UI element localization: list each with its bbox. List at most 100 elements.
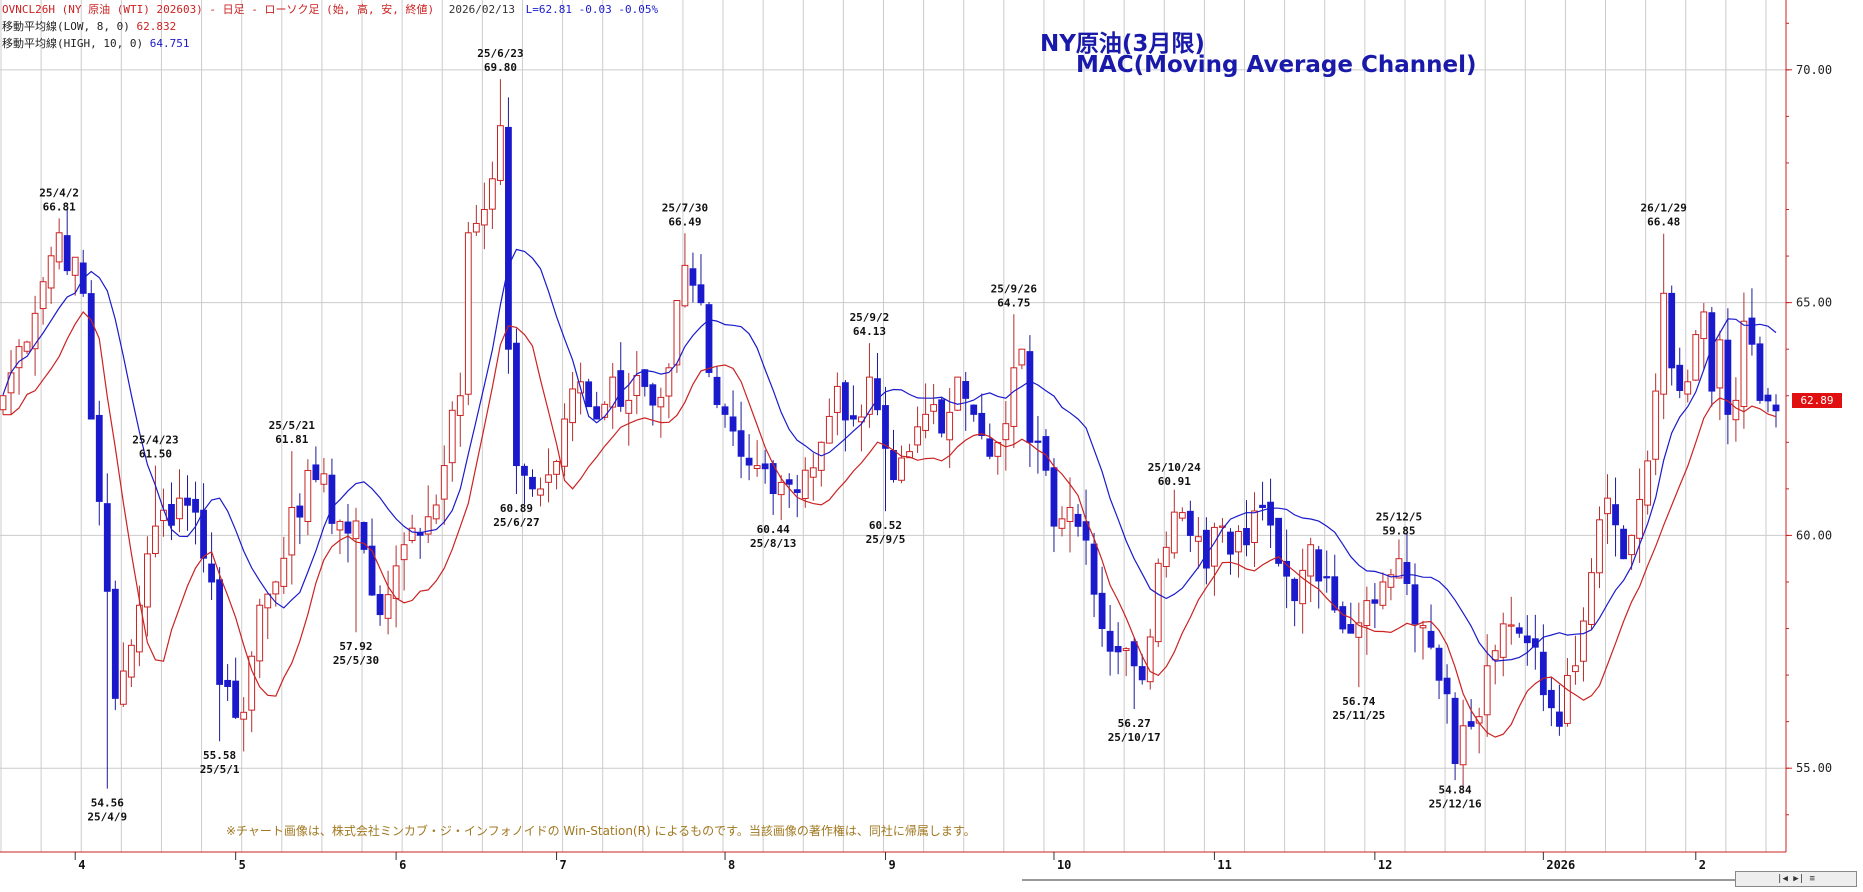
- candle-body-up: [1596, 519, 1603, 574]
- candle-body-down: [360, 522, 368, 550]
- candle-body-up: [432, 504, 440, 520]
- legend-ma-low-value: 62.832: [136, 20, 177, 33]
- candle-body-up: [1018, 348, 1026, 366]
- candle-body-up: [1395, 558, 1403, 579]
- candle-body-up: [288, 506, 296, 556]
- candle-body-up: [135, 604, 143, 653]
- annotation-price: 69.80: [484, 61, 517, 74]
- candle-body-up: [119, 670, 127, 705]
- candle-body-down: [962, 381, 970, 399]
- header-symbol-text: OVNCL26H (NY 原油 (WTI) 202603) - 日足 - ローソ…: [2, 3, 435, 16]
- candle-body-up: [914, 426, 921, 446]
- candle-body-down: [1034, 440, 1042, 443]
- candle-body-down: [1555, 711, 1563, 727]
- candle-body-down: [1708, 312, 1716, 392]
- candle-body-down: [737, 430, 745, 457]
- candle-body-down: [1347, 624, 1355, 634]
- candle-body-up: [1491, 650, 1499, 661]
- candle-body-down: [1371, 599, 1379, 604]
- x-tick-label: 10: [1057, 858, 1071, 872]
- candle-body-up: [448, 409, 456, 464]
- candle-body-down: [1227, 531, 1234, 555]
- candle-body-up: [176, 497, 183, 520]
- x-tick-label: 6: [399, 858, 406, 872]
- candle-body-down: [1411, 584, 1419, 625]
- candle-body-up: [1194, 536, 1202, 542]
- candle-body-up: [280, 557, 288, 587]
- candle-body-down: [1515, 627, 1523, 634]
- candle-body-up: [144, 553, 151, 608]
- candle-body-down: [649, 384, 657, 406]
- annotation-price: 66.48: [1647, 216, 1680, 229]
- candle-body-down: [938, 399, 946, 434]
- candle-body-up: [55, 232, 63, 263]
- candle-body-up: [408, 527, 416, 541]
- candle-body-down: [296, 505, 304, 518]
- legend-ma-high: 移動平均線(HIGH, 10, 0) 64.751: [2, 37, 189, 50]
- annotation-date: 25/6/27: [493, 516, 539, 529]
- chart-scrollbar[interactable]: [1022, 879, 1758, 881]
- annotation-date: 25/10/24: [1148, 461, 1201, 474]
- candle-body-down: [1315, 549, 1323, 582]
- annotation-price: 54.56: [91, 797, 124, 810]
- candle-body-up: [384, 594, 392, 619]
- annotation-price: 60.91: [1158, 475, 1191, 488]
- candle-body-down: [761, 463, 769, 470]
- candle-body-up: [625, 399, 633, 414]
- candle-body-down: [849, 415, 857, 420]
- candle-body-up: [898, 457, 905, 481]
- candle-body-up: [930, 404, 938, 412]
- candle-body-down: [1243, 528, 1250, 546]
- candle-body-up: [1146, 636, 1154, 683]
- x-tick-label: 5: [239, 858, 246, 872]
- annotation-date: 26/1/29: [1641, 202, 1687, 215]
- candle-body-up: [15, 346, 23, 369]
- annotation-price: 54.84: [1439, 784, 1472, 797]
- candle-body-down: [1620, 528, 1627, 560]
- candle-body-up: [825, 415, 833, 444]
- candle-body-down: [793, 489, 801, 493]
- candle-body-down: [344, 521, 352, 534]
- candle-body-up: [1507, 624, 1515, 627]
- candle-body-up: [23, 341, 31, 352]
- candle-body-up: [272, 581, 280, 595]
- candle-body-up: [256, 604, 264, 662]
- y-tick-label: 60.00: [1796, 528, 1832, 542]
- candle-body-down: [785, 479, 793, 485]
- candle-body-up: [497, 125, 504, 181]
- scroll-controls[interactable]: |◀ ▶| ≡: [1735, 871, 1857, 887]
- candle-body-down: [745, 457, 753, 466]
- candle-body-up: [1700, 311, 1708, 340]
- candle-body-down: [1531, 638, 1539, 648]
- candle-body-up: [1716, 339, 1724, 389]
- candle-body-down: [216, 579, 224, 685]
- legend-ma-low: 移動平均線(LOW, 8, 0) 62.832: [2, 20, 176, 33]
- candle-body-up: [456, 395, 464, 416]
- annotation-price: 56.27: [1118, 717, 1151, 730]
- annotation-price: 60.44: [757, 523, 790, 536]
- candle-body-down: [168, 504, 175, 526]
- candle-body-down: [1114, 646, 1122, 653]
- annotation-date: 25/6/23: [477, 47, 523, 60]
- candle-body-up: [71, 256, 79, 276]
- candle-body-down: [721, 406, 729, 415]
- candle-body-up: [681, 264, 689, 307]
- candle-body-up: [866, 376, 873, 415]
- annotation-date: 25/9/2: [850, 311, 890, 324]
- candle-body-up: [47, 255, 55, 289]
- candle-body-down: [890, 449, 897, 481]
- candle-body-up: [1235, 530, 1242, 553]
- candle-body-down: [1074, 513, 1082, 527]
- candle-body-down: [1138, 666, 1146, 681]
- candle-body-up: [304, 469, 312, 523]
- x-tick-label: 8: [728, 858, 735, 872]
- candle-body-up: [264, 593, 272, 609]
- candle-body-up: [1419, 625, 1427, 629]
- candle-body-down: [713, 376, 721, 405]
- candle-body-down: [232, 680, 240, 718]
- candle-body-down: [641, 369, 649, 387]
- candle-body-up: [946, 411, 954, 441]
- annotation-date: 25/5/21: [269, 419, 316, 432]
- candle-body-up: [601, 403, 609, 418]
